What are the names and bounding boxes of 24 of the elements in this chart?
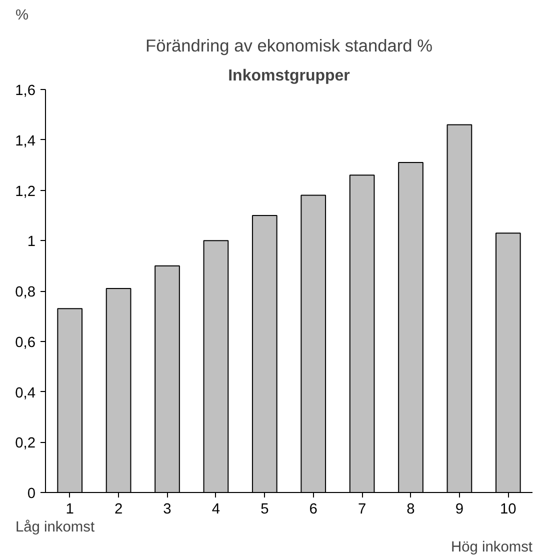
x-tick-label: 1 bbox=[66, 502, 74, 518]
text: Hög inkomst bbox=[451, 540, 533, 556]
x-tick-label: 5 bbox=[260, 502, 269, 518]
x-tick-label: 2 bbox=[114, 502, 123, 518]
x-tick-label: 6 bbox=[309, 502, 318, 518]
y-tick-label: 0 bbox=[27, 486, 36, 502]
y-tick-label: 1,6 bbox=[15, 83, 36, 99]
chart-subtitle: Inkomstgrupper bbox=[228, 68, 350, 84]
x-tick-label: 10 bbox=[500, 502, 516, 518]
x-tick-label: 3 bbox=[163, 502, 172, 518]
x-tick-label: 8 bbox=[406, 502, 415, 518]
text: Låg inkomst bbox=[16, 520, 95, 536]
y-axis-title: % bbox=[16, 8, 29, 24]
y-tick-label: 0,4 bbox=[15, 385, 36, 402]
y-tick-label: 1,2 bbox=[15, 184, 36, 200]
x-tick-label: 7 bbox=[358, 502, 366, 518]
x-tick-label: 4 bbox=[212, 502, 220, 518]
y-tick-label: 0,2 bbox=[15, 436, 36, 452]
y-tick-label: 0,8 bbox=[15, 284, 36, 300]
x-tick-label: 9 bbox=[455, 502, 464, 518]
chart-title: Förändring av ekonomisk standard % bbox=[145, 36, 433, 56]
y-tick-label: 0,6 bbox=[15, 334, 36, 351]
y-tick-label: 1,4 bbox=[15, 133, 36, 150]
y-tick-label: 1 bbox=[27, 234, 36, 250]
